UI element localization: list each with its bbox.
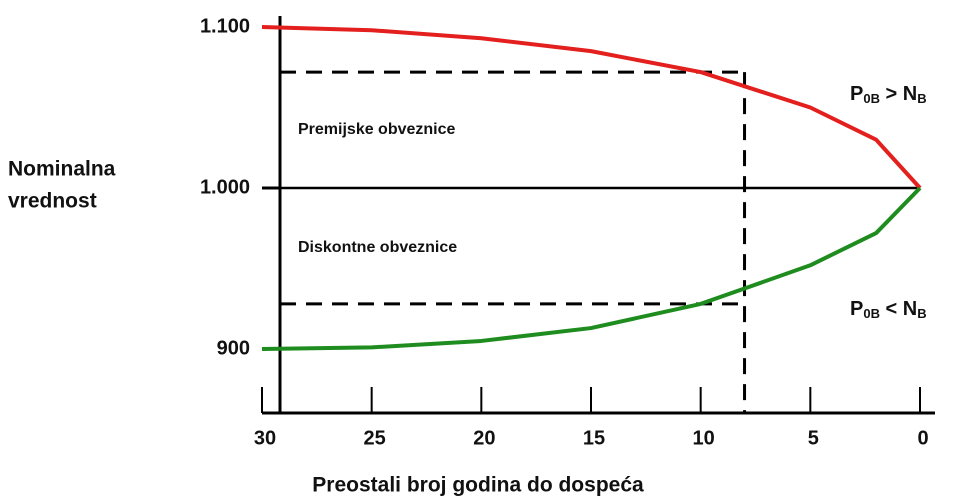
x-tick-label: 25 [364,427,386,449]
relation-label: P0B > NB [850,83,927,106]
x-tick-label: 30 [254,427,276,449]
rel-n: N [903,298,917,320]
x-tick-label: 5 [808,427,819,449]
x-tick-label: 20 [473,427,495,449]
y-tick-label: 900 [217,337,250,359]
series-line [261,186,922,351]
y-tick-label: 1.000 [200,176,250,198]
rel-sub: 0B [863,306,880,321]
x-tick-label: 0 [917,427,928,449]
rel-n: N [903,83,917,105]
rel-p: P [850,298,863,320]
x-tick-label: 15 [583,427,605,449]
y-tick-label: 1.100 [200,15,250,37]
x-axis-title: Preostali broj godina do dospeća [312,474,644,497]
rel-sub: 0B [863,91,880,106]
rel-op: < [880,298,903,320]
y-axis-title: vrednost [8,190,97,213]
series-line [261,25,922,190]
rel-op: > [880,83,903,105]
series-label: Premijske obveznice [298,121,456,138]
y-axis-title: Nominalna [8,158,116,181]
series-label: Diskontne obveznice [298,239,457,256]
rel-sub: B [917,91,926,106]
rel-sub: B [917,306,926,321]
relation-label: P0B < NB [850,298,927,321]
rel-p: P [850,83,863,105]
x-tick-label: 10 [693,427,715,449]
